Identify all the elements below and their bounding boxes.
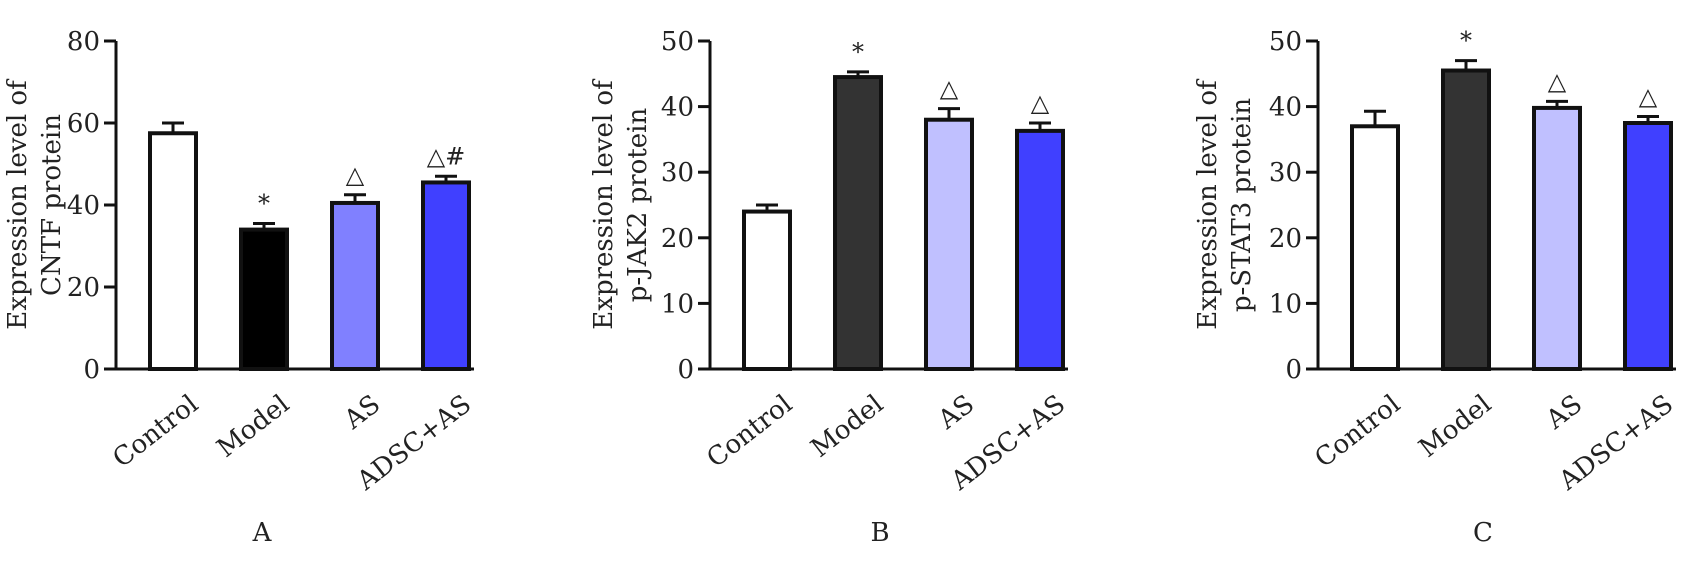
y-tick-label: 50 (1269, 27, 1302, 57)
y-tick-label: 10 (661, 289, 694, 319)
x-tick-label: Control (108, 389, 205, 474)
x-tick-label: Control (1310, 389, 1407, 474)
chart-panel-b: 0 10 20 30 40 50 Expression level of p-JAK2 pro… (589, 27, 1071, 548)
y-axis-title-line: p-JAK2 protein (623, 108, 653, 303)
panel-letter: C (1473, 518, 1493, 548)
significance-marker: * (852, 38, 864, 66)
y-tick-label: 50 (661, 27, 694, 57)
y-tick-label: 10 (1269, 289, 1302, 319)
bar-as (330, 200, 380, 371)
significance-marker: * (258, 189, 270, 217)
bar-as (1532, 105, 1582, 372)
chart-panel-a: 0 20 40 60 80 Expression level of CNTF protein… (3, 27, 477, 548)
y-axis-title-line: p-STAT3 protein (1227, 98, 1257, 313)
bar-control (1350, 124, 1400, 371)
bar-control (148, 131, 198, 371)
y-tick-label: 80 (67, 27, 100, 57)
bar-model (239, 227, 289, 371)
x-tick-label: Model (1414, 389, 1498, 464)
y-tick-label: 30 (661, 158, 694, 188)
y-tick-label: 20 (67, 273, 100, 303)
bar-model (833, 75, 883, 372)
x-tick-label: Control (702, 389, 799, 474)
bar-control (742, 209, 792, 371)
significance-marker: △ (1548, 67, 1567, 95)
y-tick-label: 60 (67, 109, 100, 139)
y-tick-label: 40 (67, 191, 100, 221)
y-tick-label: 20 (1269, 224, 1302, 254)
significance-marker: * (1460, 27, 1472, 55)
y-tick-label: 0 (1285, 355, 1302, 385)
bar-as (924, 117, 974, 371)
significance-marker: △ (1031, 89, 1050, 117)
y-tick-label: 40 (661, 93, 694, 123)
chart-panel-c: 0 10 20 30 40 50 Expression level of p-STAT3 pr… (1193, 27, 1679, 548)
x-tick-label: Model (806, 389, 890, 464)
x-tick-label: AS (338, 389, 386, 436)
x-tick-label: Model (212, 389, 296, 464)
bar-adsc-as (421, 180, 471, 371)
x-tick-label: AS (1540, 389, 1588, 436)
significance-marker: △ (1639, 82, 1658, 110)
significance-marker: △ (940, 75, 959, 103)
y-tick-label: 0 (677, 355, 694, 385)
panel-letter: B (870, 518, 889, 548)
y-tick-label: 20 (661, 224, 694, 254)
bar-adsc-as (1015, 128, 1065, 371)
significance-marker: △# (427, 142, 466, 170)
x-tick-label: AS (932, 389, 980, 436)
y-tick-label: 30 (1269, 158, 1302, 188)
y-axis-title-line: Expression level of (589, 78, 619, 330)
y-axis-title-line: CNTF protein (37, 114, 67, 296)
significance-marker: △ (346, 161, 365, 189)
panel-letter: A (252, 518, 273, 548)
bar-model (1441, 68, 1491, 372)
y-axis-title-line: Expression level of (1193, 78, 1223, 330)
bar-adsc-as (1623, 121, 1673, 371)
y-tick-label: 40 (1269, 93, 1302, 123)
y-axis-title-line: Expression level of (3, 78, 33, 330)
y-tick-label: 0 (83, 355, 100, 385)
